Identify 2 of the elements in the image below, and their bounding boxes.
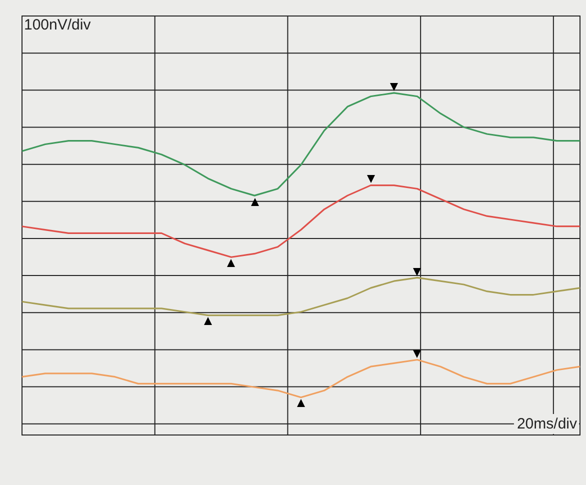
annotation: 20ms/div <box>516 416 578 433</box>
text: 100nV/div <box>24 16 92 34</box>
